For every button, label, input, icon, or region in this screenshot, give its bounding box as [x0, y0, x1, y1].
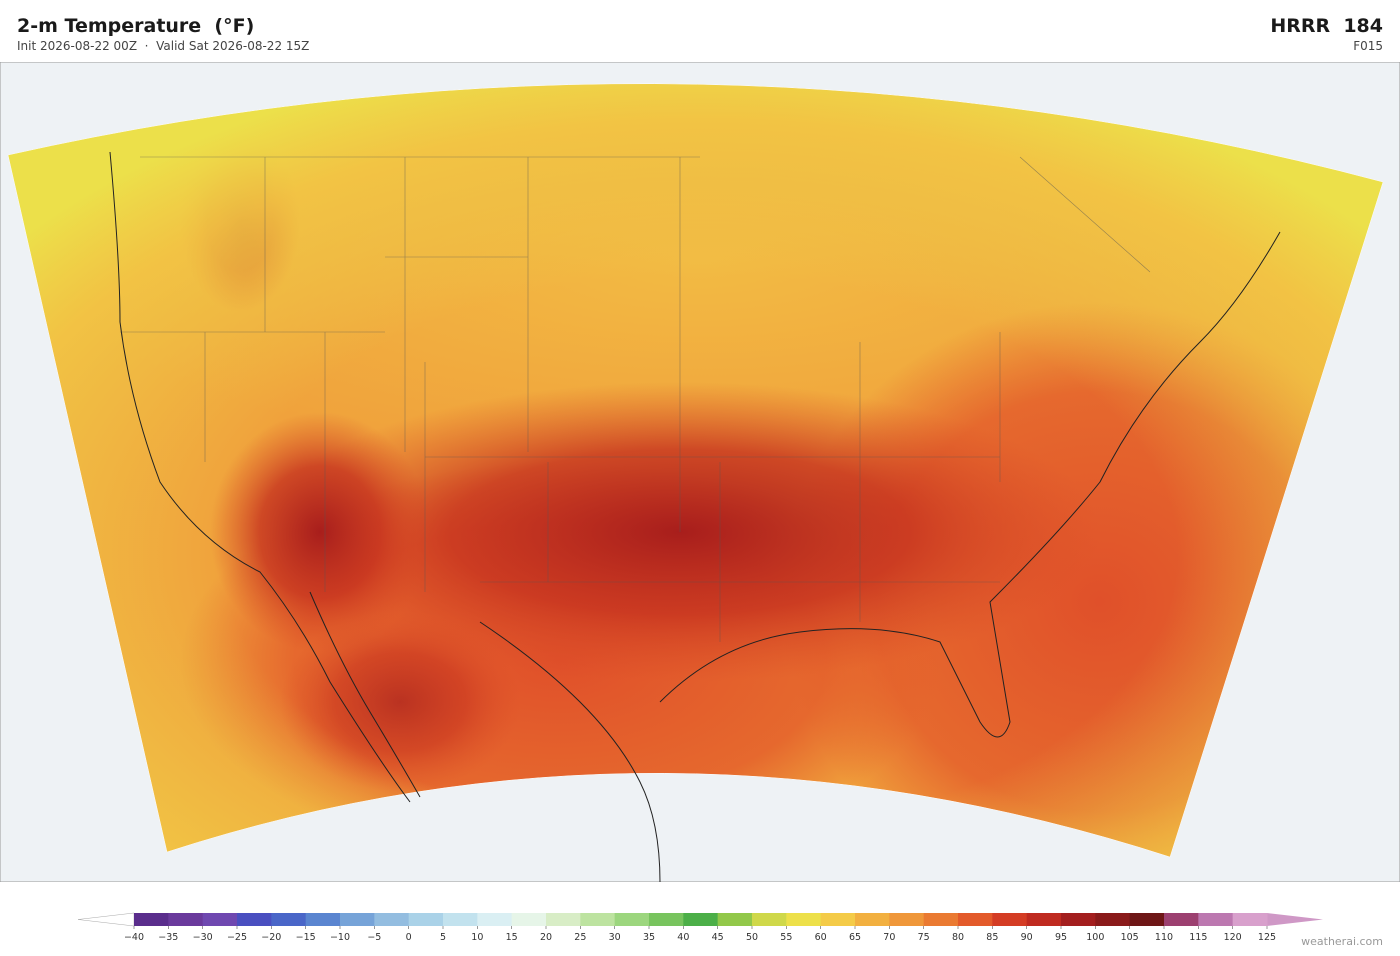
colorbar-segment — [1061, 913, 1096, 926]
colorbar-tick-label: 55 — [780, 932, 792, 943]
colorbar-segment — [1095, 913, 1131, 926]
colorbar-segment — [202, 913, 238, 926]
colorbar-segment — [1026, 913, 1062, 926]
colorbar-tick-label: 75 — [918, 932, 930, 943]
colorbar-segment — [477, 913, 513, 926]
forecast-hour: F015 — [1353, 39, 1383, 53]
colorbar-tick-label: −30 — [193, 932, 213, 943]
colorbar-tick-label: 80 — [952, 932, 964, 943]
colorbar-segment — [1198, 913, 1234, 926]
colorbar-segment — [923, 913, 959, 926]
colorbar-segment — [340, 913, 375, 926]
colorbar-tick-label: −10 — [330, 932, 350, 943]
colorbar-segment — [374, 913, 410, 926]
colorbar-segment — [271, 913, 307, 926]
model-name: HRRR 184 — [1270, 15, 1383, 37]
colorbar-tick-label: 10 — [471, 932, 483, 943]
colorbar-segment — [443, 913, 478, 926]
colorbar-segment — [511, 913, 547, 926]
colorbar-tick-label: 60 — [815, 932, 827, 943]
colorbar-segment — [305, 913, 341, 926]
colorbar-tick-label: 35 — [643, 932, 655, 943]
colorbar-tick-label: −40 — [124, 932, 144, 943]
colorbar-tick-label: 85 — [986, 932, 998, 943]
colorbar-tick-label: 65 — [849, 932, 861, 943]
colorbar-segment — [752, 913, 787, 926]
colorbar-tick-label: 30 — [609, 932, 621, 943]
colorbar-tick-label: 95 — [1055, 932, 1067, 943]
colorbar-segment — [683, 913, 719, 926]
colorbar-tick-label: −20 — [261, 932, 281, 943]
colorbar-segment — [1232, 913, 1268, 926]
domain-outline — [7, 83, 1384, 858]
colorbar-segment — [1164, 913, 1199, 926]
colorbar-tick-label: −35 — [158, 932, 178, 943]
colorbar-segment — [237, 913, 272, 926]
colorbar-segment — [786, 913, 822, 926]
colorbar-segment — [168, 913, 204, 926]
map-title: 2-m Temperature (°F) — [17, 15, 255, 37]
coastlines — [109, 151, 1281, 882]
colorbar-tick-label: 105 — [1121, 932, 1139, 943]
colorbar-segment — [546, 913, 581, 926]
colorbar-segment — [820, 913, 856, 926]
colorbar-tick-label: 5 — [440, 932, 446, 943]
colorbar-tick-label: 70 — [883, 932, 895, 943]
colorbar: −40 −35 −30 −25 −20 −15 −10 −5 0 5 10 15 20 25 30 35 40 4… — [77, 912, 1323, 943]
colorbar-tick-label: −25 — [227, 932, 247, 943]
colorbar-segment — [614, 913, 650, 926]
colorbar-tick-label: 20 — [540, 932, 552, 943]
colorbar-over — [1267, 913, 1323, 926]
colorbar-tick-label: 45 — [712, 932, 724, 943]
colorbar-tick-label: 25 — [574, 932, 586, 943]
colorbar-tick-label: 0 — [406, 932, 412, 943]
colorbar-segment — [717, 913, 753, 926]
credit: weatherai.com — [1301, 935, 1383, 948]
colorbar-segment — [580, 913, 616, 926]
colorbar-segment — [992, 913, 1028, 926]
colorbar-tick-label: 125 — [1258, 932, 1276, 943]
colorbar-tick-label: 100 — [1086, 932, 1104, 943]
colorbar-segment — [958, 913, 993, 926]
colorbar-tick-label: 40 — [677, 932, 689, 943]
colorbar-tick-label: 120 — [1224, 932, 1242, 943]
colorbar-tick-label: −15 — [296, 932, 316, 943]
colorbar-tick-label: 90 — [1021, 932, 1033, 943]
colorbar-segment — [889, 913, 925, 926]
colorbar-tick-label: 50 — [746, 932, 758, 943]
borders — [120, 156, 1151, 642]
colorbar-tick-label: −5 — [367, 932, 381, 943]
colorbar-segment — [408, 913, 444, 926]
colorbar-tick-label: 15 — [506, 932, 518, 943]
colorbar-segment — [855, 913, 890, 926]
colorbar-tick-label: 110 — [1155, 932, 1173, 943]
colorbar-segment — [649, 913, 684, 926]
map-subtitle: Init 2026-08-22 00Z · Valid Sat 2026-08-… — [17, 39, 310, 53]
colorbar-segment — [134, 913, 169, 926]
colorbar-tick-label: 115 — [1189, 932, 1207, 943]
map — [0, 62, 1400, 882]
temperature-field — [8, 83, 1383, 857]
colorbar-under — [77, 912, 135, 927]
colorbar-segment — [1129, 913, 1165, 926]
